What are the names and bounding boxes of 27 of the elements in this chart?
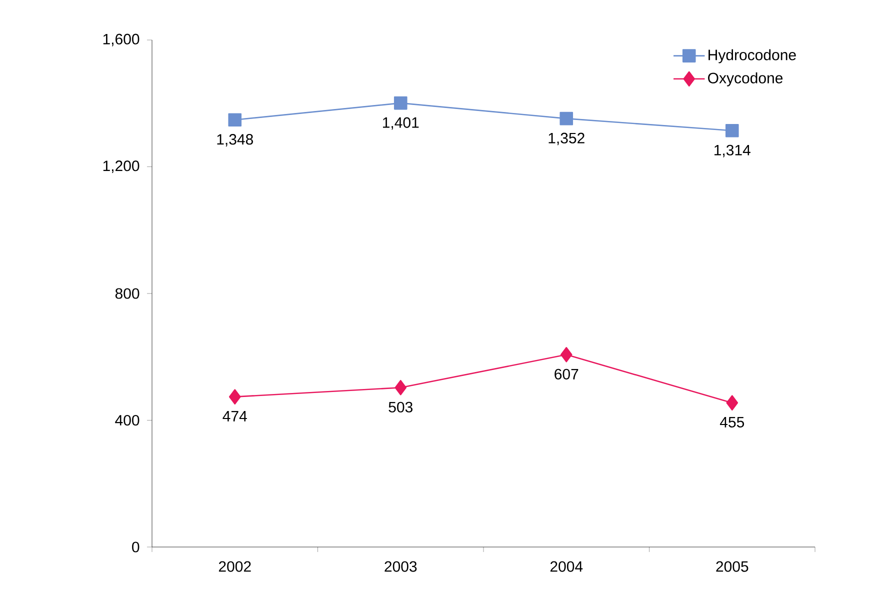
data-label: 455 [720,417,744,428]
y-tick-label: 1,200 [103,160,140,173]
point [394,380,407,396]
point [228,389,241,404]
data-label: 1,401 [383,117,419,130]
data-label: 1,348 [217,134,253,146]
x-tick-label: 2003 [384,561,417,572]
data-label: 1,314 [714,144,750,158]
point [726,395,738,410]
point [725,124,739,138]
point [560,347,572,362]
data-label: 1,352 [548,132,584,146]
y-tick-label: 400 [115,414,140,426]
point [228,113,242,126]
data-label: 474 [222,411,247,422]
point [394,96,408,110]
y-tick-label: 0 [132,542,140,552]
x-tick-label: 2002 [218,561,251,572]
y-tick-label: 1,600 [103,34,140,46]
point [560,112,574,126]
y-tick-label: 800 [115,288,140,299]
x-tick-label: 2005 [716,561,748,572]
data-label: 503 [388,402,412,412]
x-tick-label: 2004 [550,561,583,572]
legend-label: Hydrocodone [708,49,796,64]
legend-label: Oxycodone [708,72,783,86]
data-label: 607 [554,368,578,380]
